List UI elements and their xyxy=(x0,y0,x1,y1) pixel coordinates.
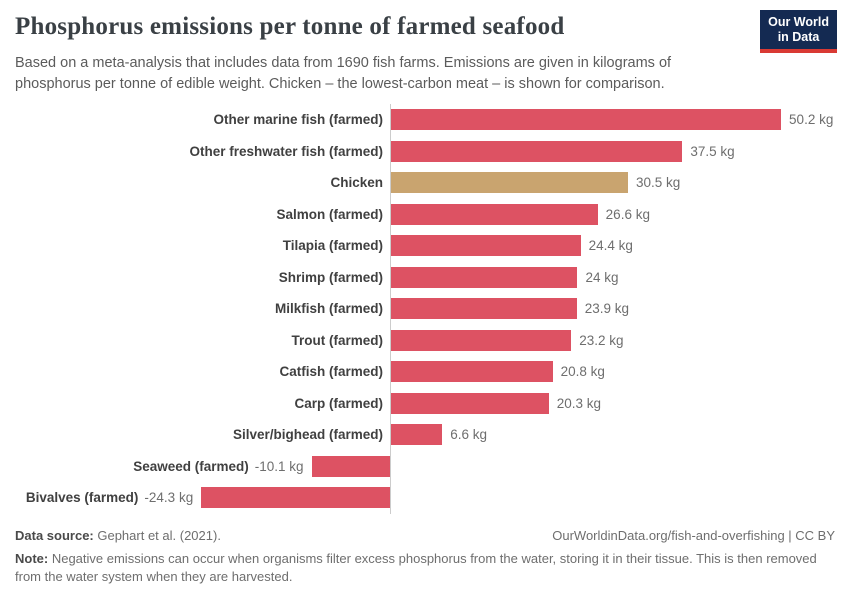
bar-row-labels: Silver/bighead (farmed) xyxy=(233,424,383,445)
bar[interactable] xyxy=(391,141,683,162)
bar-row-labels: Carp (farmed) xyxy=(294,393,383,414)
bar-row-labels: Trout (farmed) xyxy=(291,330,383,351)
bar[interactable] xyxy=(391,109,782,130)
note-label: Note: xyxy=(15,551,49,566)
value-label: 30.5 kg xyxy=(635,175,681,190)
value-label: -10.1 kg xyxy=(254,459,304,474)
value-label: -24.3 kg xyxy=(144,490,194,505)
value-label: 24.4 kg xyxy=(588,238,633,253)
bar[interactable] xyxy=(391,172,628,193)
category-label: Trout (farmed) xyxy=(291,333,383,348)
value-label: 26.6 kg xyxy=(605,207,650,222)
category-label: Seaweed (farmed) xyxy=(133,459,249,474)
category-label: Chicken xyxy=(330,175,383,190)
value-label: 50.2 kg xyxy=(789,112,834,127)
bar-row-labels: Seaweed (farmed) -10.1 kg xyxy=(133,456,303,477)
owid-logo-line2: in Data xyxy=(777,30,820,44)
category-label: Other marine fish (farmed) xyxy=(213,112,383,127)
category-label: Tilapia (farmed) xyxy=(282,238,383,253)
bar[interactable] xyxy=(391,424,443,445)
bar-row-labels: Shrimp (farmed) xyxy=(279,267,383,288)
bar[interactable] xyxy=(201,487,390,508)
bar[interactable] xyxy=(391,298,577,319)
category-label: Other freshwater fish (farmed) xyxy=(189,144,383,159)
bar-row-labels: Other freshwater fish (farmed) xyxy=(189,141,383,162)
value-label: 20.3 kg xyxy=(556,396,602,411)
owid-logo-line1: Our World xyxy=(768,15,829,29)
bar-row-labels: Other marine fish (farmed) xyxy=(213,109,383,130)
bar[interactable] xyxy=(391,361,553,382)
value-label: 24 kg xyxy=(585,270,619,285)
value-label: 20.8 kg xyxy=(560,364,605,379)
bar[interactable] xyxy=(311,456,390,477)
data-source-value: Gephart et al. (2021). xyxy=(93,528,221,543)
bar[interactable] xyxy=(391,235,581,256)
data-source: Data source: Gephart et al. (2021). xyxy=(15,528,221,543)
bar-row-labels: Bivalves (farmed) -24.3 kg xyxy=(26,487,193,508)
category-label: Milkfish (farmed) xyxy=(274,301,383,316)
category-label: Catfish (farmed) xyxy=(279,364,383,379)
bar-row-labels: Chicken xyxy=(330,172,383,193)
bar-row-labels: Milkfish (farmed) xyxy=(275,298,383,319)
chart-title: Phosphorus emissions per tonne of farmed… xyxy=(15,13,565,40)
bar-row-labels: Catfish (farmed) xyxy=(279,361,383,382)
bar[interactable] xyxy=(391,393,549,414)
data-source-label: Data source: xyxy=(15,528,94,543)
bar[interactable] xyxy=(391,204,598,225)
footer-link[interactable]: OurWorldinData.org/fish-and-overfishing … xyxy=(552,528,835,543)
plot-area: Other marine fish (farmed) 50.2 kg Other f… xyxy=(15,104,835,514)
note-text: Negative emissions can occur when organi… xyxy=(15,551,817,584)
bar[interactable] xyxy=(391,267,578,288)
value-label: 23.9 kg xyxy=(584,301,629,316)
category-label: Salmon (farmed) xyxy=(276,207,383,222)
category-label: Bivalves (farmed) xyxy=(25,490,139,505)
value-label: 23.2 kg xyxy=(579,333,624,348)
category-label: Carp (farmed) xyxy=(294,396,383,411)
note: Note: Negative emissions can occur when … xyxy=(15,550,835,586)
zero-axis-line xyxy=(390,104,391,514)
chart-subtitle: Based on a meta-analysis that includes d… xyxy=(15,55,672,93)
owid-logo: Our World in Data xyxy=(760,10,837,53)
footer: Data source: Gephart et al. (2021). OurW… xyxy=(15,528,835,586)
bar-row-labels: Tilapia (farmed) xyxy=(283,235,383,256)
value-label: 6.6 kg xyxy=(450,427,488,442)
category-label: Silver/bighead (farmed) xyxy=(232,427,383,442)
category-label: Shrimp (farmed) xyxy=(278,270,383,285)
value-label: 37.5 kg xyxy=(690,144,735,159)
bar-row-labels: Salmon (farmed) xyxy=(276,204,383,225)
bar[interactable] xyxy=(391,330,572,351)
